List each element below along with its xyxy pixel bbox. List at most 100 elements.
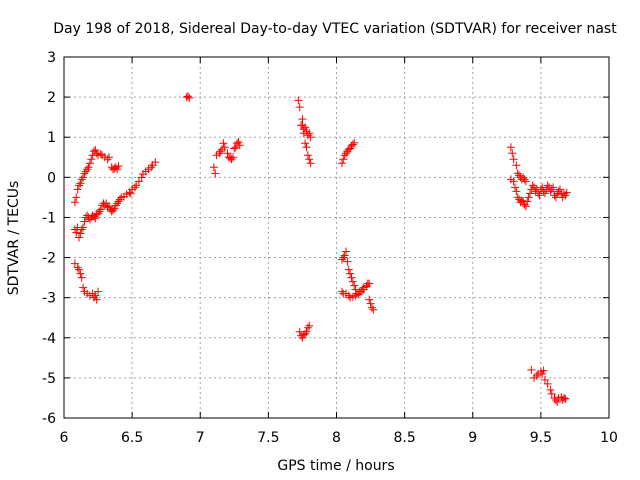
data-point <box>109 206 118 215</box>
data-point <box>84 163 93 172</box>
data-point <box>151 158 160 167</box>
data-point <box>231 143 240 152</box>
data-point <box>76 179 85 188</box>
data-point <box>114 197 123 206</box>
data-point <box>350 138 359 147</box>
data-point <box>95 207 104 216</box>
data-point <box>130 183 139 192</box>
data-point <box>104 153 113 162</box>
data-point <box>510 183 519 192</box>
data-point <box>555 185 564 194</box>
data-point <box>524 193 533 202</box>
data-point <box>305 155 314 164</box>
data-point <box>96 205 105 214</box>
data-point <box>223 149 232 158</box>
y-axis-label: SDTVAR / TECUs <box>6 181 22 296</box>
data-point <box>365 295 374 304</box>
data-point <box>303 151 312 160</box>
data-point <box>520 175 529 184</box>
data-point <box>549 183 558 192</box>
data-point <box>562 188 571 197</box>
data-point <box>74 233 83 242</box>
data-point <box>74 181 83 190</box>
data-point <box>77 273 86 282</box>
data-point <box>301 139 310 148</box>
data-point <box>306 133 315 142</box>
data-point <box>73 263 82 272</box>
data-point <box>85 159 94 168</box>
data-point <box>114 162 123 171</box>
data-point <box>337 159 346 168</box>
data-point <box>350 281 359 290</box>
data-point <box>346 269 355 278</box>
y-axis-ticks: -6 -5 -4 -3 -2 -1 0 1 2 3 <box>42 50 609 427</box>
y-tick-label: 1 <box>47 130 56 146</box>
data-point <box>506 143 515 152</box>
data-point <box>342 247 351 256</box>
data-point <box>77 225 86 234</box>
data-point <box>73 185 82 194</box>
data-point <box>367 303 376 312</box>
data-point <box>337 255 346 264</box>
data-point <box>70 198 79 207</box>
data-point <box>523 197 532 206</box>
data-point <box>546 187 555 196</box>
data-point <box>72 193 81 202</box>
x-tick-label: 6.5 <box>121 430 143 446</box>
data-point <box>294 96 303 105</box>
data-point <box>546 385 555 394</box>
data-point <box>538 183 547 192</box>
data-point <box>94 209 103 218</box>
data-point <box>532 371 541 380</box>
x-axis-ticks: 6 6.5 7 7.5 8 8.5 9 9.5 10 <box>60 57 618 446</box>
data-point <box>216 147 225 156</box>
data-point <box>87 155 96 164</box>
y-tick-label: 0 <box>47 170 56 186</box>
data-point <box>340 151 349 160</box>
x-tick-label: 7.5 <box>257 430 279 446</box>
data-point <box>111 201 120 210</box>
data-point <box>342 149 351 158</box>
data-point <box>339 155 348 164</box>
data-point <box>298 121 307 130</box>
data-point <box>220 143 229 152</box>
data-point <box>509 177 518 186</box>
data-point <box>79 173 88 182</box>
data-point <box>72 228 81 237</box>
data-point <box>134 177 143 186</box>
data-point <box>211 169 220 178</box>
grid-lines <box>64 57 609 418</box>
data-point <box>553 397 562 406</box>
data-point <box>348 277 357 286</box>
data-point <box>305 321 314 330</box>
data-point <box>344 265 353 274</box>
data-point <box>547 389 556 398</box>
data-point <box>137 173 146 182</box>
data-point <box>535 191 544 200</box>
data-point <box>521 202 530 211</box>
data-point <box>295 327 304 336</box>
data-point <box>76 269 85 278</box>
data-point <box>115 195 124 204</box>
data-point <box>519 173 528 182</box>
data-point <box>215 149 224 158</box>
data-point <box>230 144 239 153</box>
data-point <box>126 189 135 198</box>
data-point <box>525 189 534 198</box>
data-point <box>539 366 548 375</box>
data-point <box>517 196 526 205</box>
data-point <box>538 369 547 378</box>
data-point <box>306 159 315 168</box>
y-tick-label: -2 <box>42 251 56 267</box>
x-tick-label: 7 <box>196 430 205 446</box>
data-point <box>302 143 311 152</box>
data-point <box>343 257 352 266</box>
data-point <box>103 155 112 164</box>
data-point <box>83 165 92 174</box>
data-point <box>147 163 156 172</box>
data-point <box>92 149 101 158</box>
data-point <box>547 185 556 194</box>
data-point <box>534 189 543 198</box>
x-tick-label: 6 <box>60 430 69 446</box>
data-point <box>94 287 103 296</box>
